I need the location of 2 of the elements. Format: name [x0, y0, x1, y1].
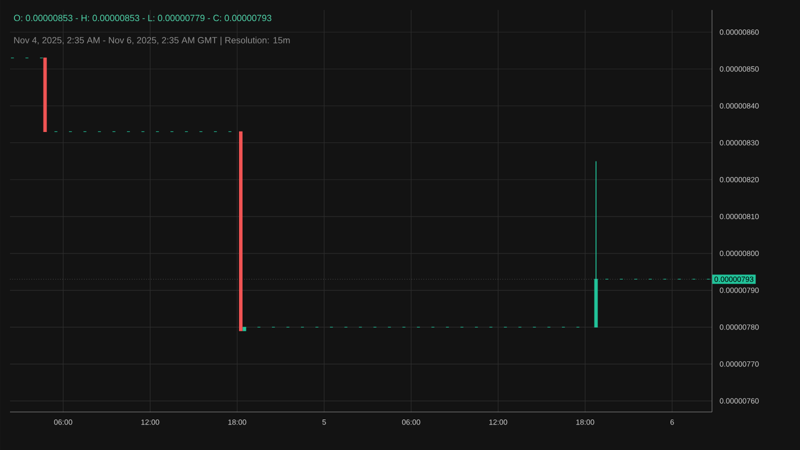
chart-title: O: 0.00000853 - H: 0.00000853 - L: 0.00000779 - C: 0.00000793 [14, 14, 272, 22]
text: Nov 4, 2025, 2:35 AM - Nov 6, 2025, 2:35 AM GMT | Resolution: 15m [14, 36, 290, 46]
